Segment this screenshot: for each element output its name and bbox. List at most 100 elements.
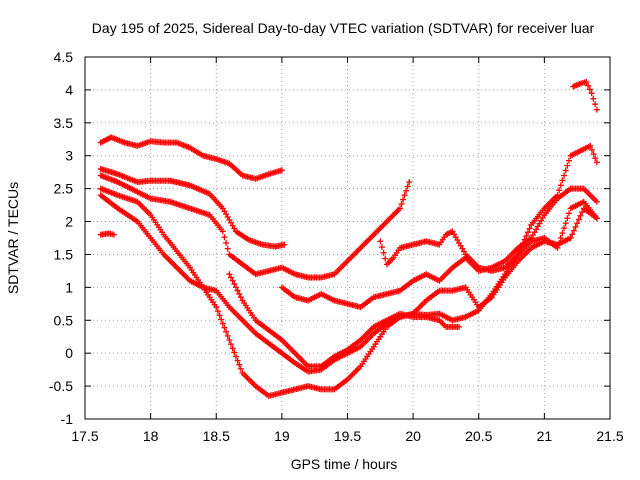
y-tick-label: 0 <box>65 345 73 361</box>
data-point <box>564 162 571 169</box>
data-point <box>229 345 236 352</box>
data-point <box>218 316 225 323</box>
data-point <box>400 196 407 203</box>
data-point <box>221 324 228 331</box>
plot-frame <box>84 56 611 420</box>
x-tick-label: 21 <box>537 428 553 444</box>
series-F <box>226 271 463 370</box>
data-point <box>593 215 600 222</box>
data-point <box>281 241 288 248</box>
data-point <box>557 182 564 189</box>
x-tick-label: 19.5 <box>334 428 361 444</box>
data-point <box>278 167 285 174</box>
data-point <box>554 192 561 199</box>
x-tick-label: 18.5 <box>203 428 230 444</box>
data-point <box>404 183 411 190</box>
data-point <box>231 349 238 356</box>
data-point <box>587 142 594 149</box>
data-point <box>565 210 572 217</box>
data-point <box>237 294 244 301</box>
series-I <box>570 79 600 113</box>
data-point <box>556 187 563 194</box>
data-point <box>224 245 231 252</box>
data-point <box>456 323 463 330</box>
x-tick-label: 19 <box>274 428 290 444</box>
data-point <box>565 157 572 164</box>
data-point <box>575 216 582 223</box>
series-H <box>377 142 600 274</box>
series-E <box>97 192 600 399</box>
y-tick-label: 2.5 <box>54 181 74 197</box>
data-point <box>586 86 593 93</box>
data-point <box>219 320 226 327</box>
data-point <box>585 82 592 89</box>
data-point <box>377 238 384 245</box>
data-point <box>228 274 235 281</box>
data-point <box>232 284 239 291</box>
data-point <box>226 271 233 278</box>
data-point <box>572 223 579 230</box>
data-point <box>516 247 523 254</box>
data-point <box>221 234 228 241</box>
data-point <box>401 192 408 199</box>
series-A <box>97 134 285 182</box>
data-point <box>523 232 530 239</box>
data-point <box>574 220 581 227</box>
data-point <box>562 220 569 227</box>
data-point <box>592 155 599 162</box>
data-point <box>214 308 221 315</box>
data-point <box>567 235 574 241</box>
chart-title: Day 195 of 2025, Sidereal Day-to-day VTE… <box>92 20 595 36</box>
tick-labels: 17.5 18 18.5 19 19.5 20 20.5 21 21.5 -1 -0.5 0 0.5 1 1… <box>49 49 624 444</box>
data-point <box>398 200 405 207</box>
data-point <box>526 225 533 232</box>
data-point <box>232 353 239 360</box>
data-point <box>520 240 527 247</box>
data-point <box>561 172 568 179</box>
data-point <box>588 90 595 97</box>
data-point <box>577 212 584 219</box>
data-point <box>593 159 600 166</box>
data-point <box>223 239 230 246</box>
data-point <box>223 328 230 335</box>
y-tick-label: 3 <box>65 148 73 164</box>
y-axis-title: SDTVAR / TECUs <box>5 182 21 294</box>
data-point <box>515 251 522 258</box>
data-point <box>561 225 568 232</box>
data-point <box>559 177 566 184</box>
data-point <box>562 167 569 174</box>
data-point <box>590 151 597 158</box>
data-point <box>579 209 586 216</box>
series-J <box>97 230 117 238</box>
data-point <box>559 230 566 237</box>
data-point <box>380 249 387 256</box>
data-point <box>237 365 244 372</box>
y-tick-label: 1 <box>65 279 73 295</box>
data-point <box>229 277 236 284</box>
y-tick-label: 2 <box>65 214 73 230</box>
data-point <box>590 95 597 102</box>
data-point <box>564 215 571 222</box>
y-tick-label: 4.5 <box>54 49 74 65</box>
data-point <box>216 312 223 319</box>
y-tick-label: 1.5 <box>54 246 74 262</box>
data-point <box>224 332 231 339</box>
data-point <box>592 101 599 108</box>
y-tick-label: -1 <box>61 411 74 427</box>
data-point <box>110 231 117 238</box>
data-point <box>382 255 389 262</box>
data-point <box>593 198 600 205</box>
y-tick-label: 4 <box>65 82 73 98</box>
data-point <box>236 361 243 368</box>
data-point <box>378 244 385 251</box>
data-point <box>569 231 576 238</box>
data-point <box>518 244 525 251</box>
data-point <box>234 287 241 294</box>
data-point <box>231 281 238 288</box>
data-point <box>228 341 235 348</box>
data-point <box>588 146 595 153</box>
x-tick-label: 18 <box>143 428 159 444</box>
data-marks <box>97 79 600 399</box>
data-point <box>406 179 413 186</box>
